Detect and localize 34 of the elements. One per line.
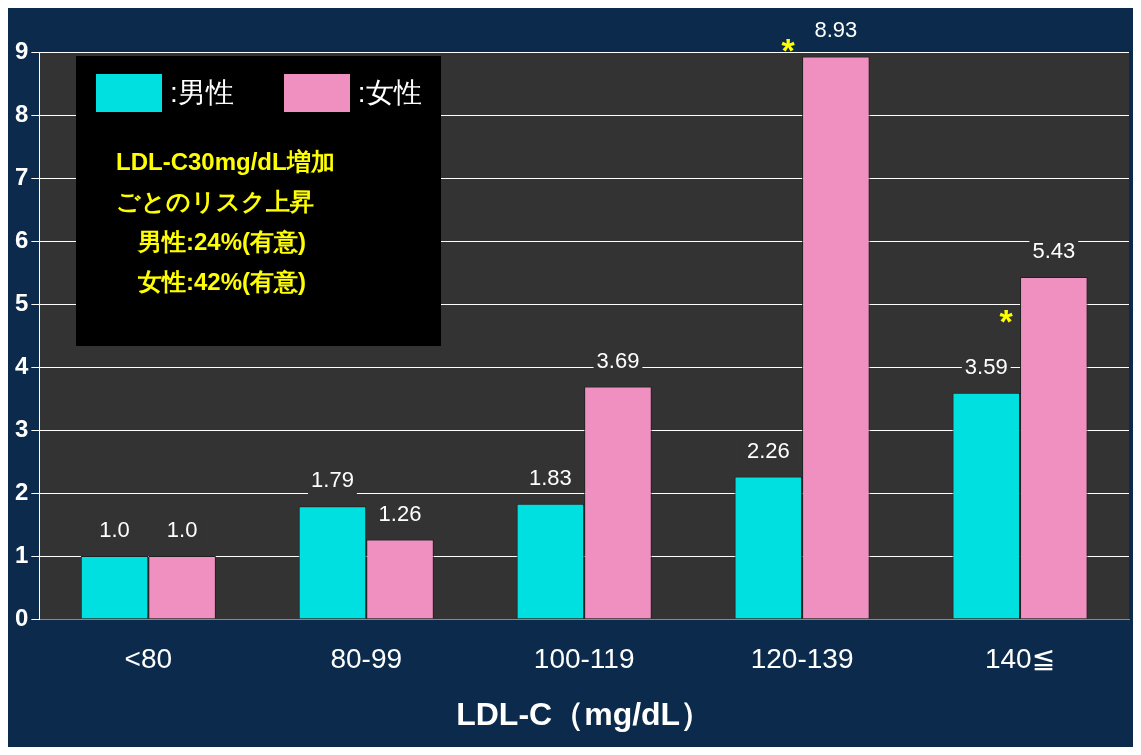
data-label: 3.59: [964, 353, 1008, 379]
x-tick-label: 80-99: [330, 642, 403, 674]
y-tick-label: 1: [14, 540, 29, 568]
y-tick-label: 3: [14, 414, 29, 442]
annotation: ごとのリスク上昇: [115, 187, 315, 217]
x-tick-label: 140≦: [984, 642, 1056, 674]
annotation: *: [781, 30, 796, 69]
y-tick-label: 2: [14, 477, 29, 505]
x-axis-title: LDL-C（mg/dL）: [456, 695, 713, 732]
x-tick-label: 100-119: [533, 642, 635, 674]
data-label: 1.79: [311, 467, 354, 493]
x-tick-label: <80: [124, 642, 173, 674]
data-label: 1.0: [99, 517, 130, 543]
data-label: 1.0: [166, 517, 198, 543]
y-tick-label: 8: [14, 99, 29, 127]
y-tick-label: 0: [14, 603, 29, 631]
annotation: LDL-C30mg/dL増加: [115, 147, 336, 177]
y-tick-label: 7: [14, 162, 29, 190]
data-label: 1.26: [378, 500, 422, 526]
data-label: 1.83: [528, 464, 572, 490]
data-label: 3.69: [596, 347, 640, 373]
legend-label: :女性: [357, 76, 422, 110]
annotation: 男性:24%(有意): [136, 227, 307, 257]
x-tick-label: 120-139: [750, 642, 854, 674]
annotation: *: [999, 301, 1014, 340]
y-tick-label: 5: [14, 288, 29, 316]
y-tick-label: 9: [14, 36, 29, 64]
y-tick-label: 4: [14, 351, 29, 379]
annotation: 女性:42%(有意): [137, 267, 307, 297]
data-label: 8.93: [814, 17, 858, 43]
legend-label: :男性: [170, 76, 234, 110]
y-tick-label: 6: [14, 225, 29, 253]
data-label: 2.26: [746, 437, 790, 463]
data-label: 5.43: [1032, 237, 1076, 263]
